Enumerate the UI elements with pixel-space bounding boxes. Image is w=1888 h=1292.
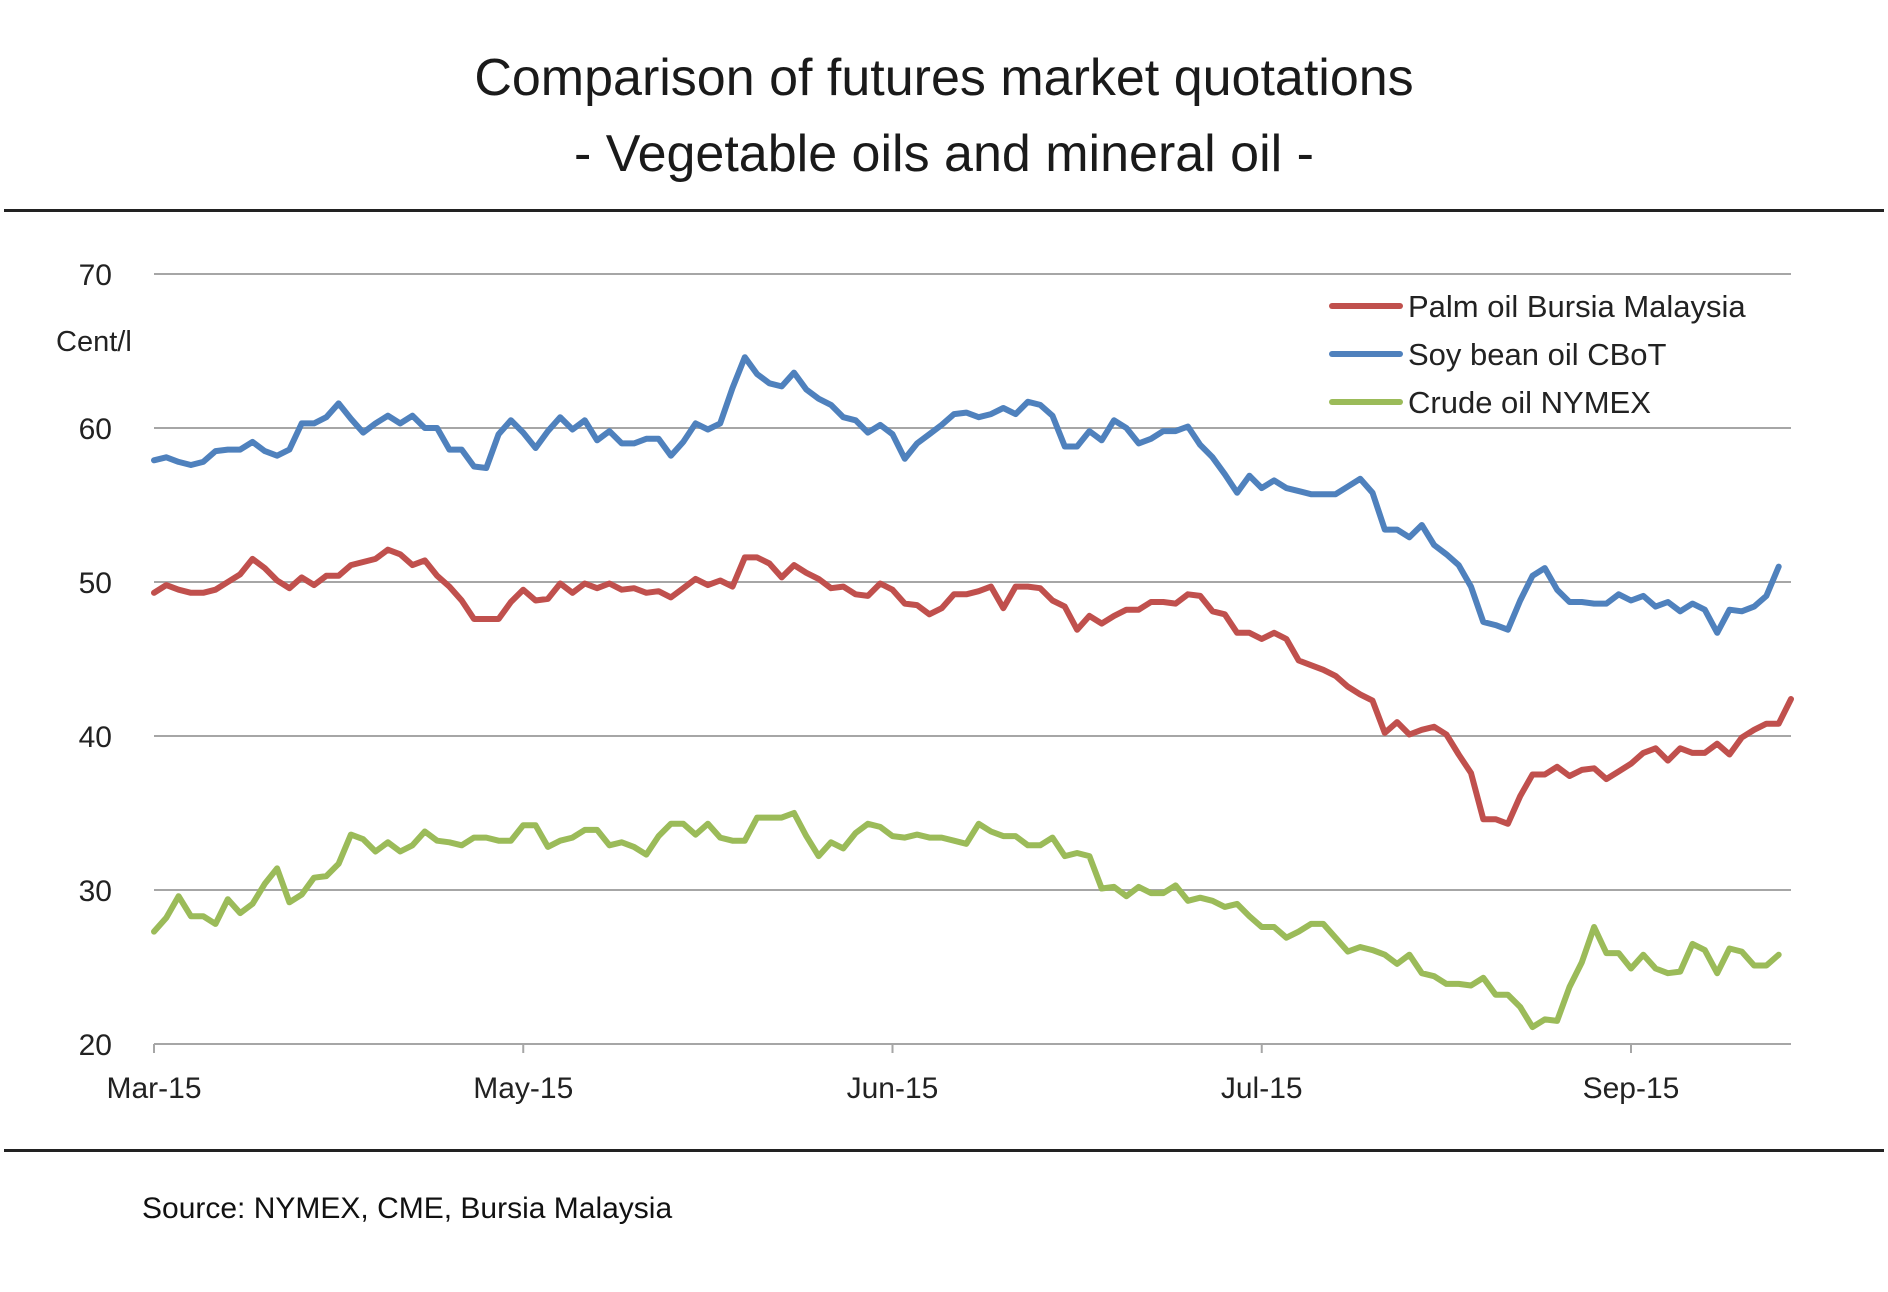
y-tick-label: 20 xyxy=(79,1029,112,1062)
legend: Palm oil Bursia Malaysia Soy bean oil CBo… xyxy=(1329,289,1746,420)
y-tick-label: 40 xyxy=(79,721,112,754)
x-tick-label: Jul-15 xyxy=(1221,1072,1303,1105)
y-axis-label: Cent/l xyxy=(56,326,132,358)
y-tick-label: 60 xyxy=(79,413,112,446)
x-tick-label: Jun-15 xyxy=(847,1072,939,1105)
top-divider xyxy=(4,209,1884,212)
series-line-1 xyxy=(151,546,1794,827)
legend-label: Soy bean oil CBoT xyxy=(1408,337,1667,372)
y-tick-label: 50 xyxy=(79,567,112,600)
source-note: Source: NYMEX, CME, Bursia Malaysia xyxy=(142,1192,673,1225)
x-axis: Mar-15 May-15 Jun-15 Jul-15 Sep-15 xyxy=(106,1043,1791,1105)
x-tick-label: Sep-15 xyxy=(1583,1072,1680,1105)
bottom-divider xyxy=(4,1149,1884,1152)
series-line-3 xyxy=(151,810,1782,1031)
series-line-2 xyxy=(151,354,1782,636)
series-lines xyxy=(151,354,1794,1031)
x-tick-label: Mar-15 xyxy=(106,1072,201,1105)
chart-title: Comparison of futures market quotations … xyxy=(0,40,1888,192)
x-tick-label: May-15 xyxy=(473,1072,573,1105)
chart-title-line-1: Comparison of futures market quotations xyxy=(474,49,1414,107)
y-tick-label: 70 xyxy=(79,259,112,292)
legend-label: Crude oil NYMEX xyxy=(1408,385,1651,420)
legend-label: Palm oil Bursia Malaysia xyxy=(1408,289,1746,324)
chart-title-line-2: - Vegetable oils and mineral oil - xyxy=(574,125,1314,183)
y-tick-label: 30 xyxy=(79,875,112,908)
gridlines xyxy=(154,273,1791,891)
y-axis-tick-labels: 20 30 40 50 60 70 xyxy=(79,259,112,1062)
